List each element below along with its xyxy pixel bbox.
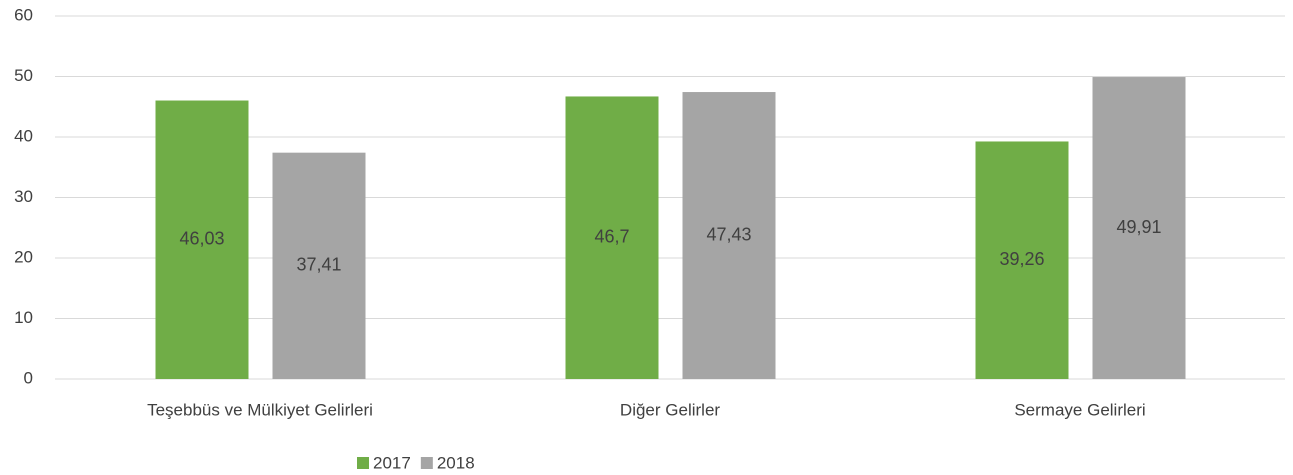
- x-tick-label: Teşebbüs ve Mülkiyet Gelirleri: [147, 400, 373, 419]
- y-tick-label: 60: [14, 5, 33, 24]
- legend-label: 2018: [437, 453, 475, 472]
- y-tick-label: 40: [14, 126, 33, 145]
- y-tick-label: 20: [14, 247, 33, 266]
- bar: [975, 141, 1069, 379]
- bar: [272, 152, 366, 379]
- bar: [682, 92, 776, 380]
- value-label: 39,26: [999, 249, 1044, 269]
- value-label: 49,91: [1116, 217, 1161, 237]
- y-tick-label: 50: [14, 66, 33, 85]
- y-tick-label: 0: [24, 368, 33, 387]
- x-tick-label: Sermaye Gelirleri: [1014, 400, 1145, 419]
- legend-swatch: [420, 457, 433, 469]
- legend-label: 2017: [373, 453, 411, 472]
- value-label: 46,7: [594, 226, 629, 246]
- bar: [155, 100, 249, 380]
- y-tick-label: 10: [14, 308, 33, 327]
- bar: [1092, 77, 1186, 380]
- x-tick-label: Diğer Gelirler: [620, 400, 720, 419]
- value-label: 46,03: [179, 229, 224, 249]
- value-label: 47,43: [706, 224, 751, 244]
- value-label: 37,41: [296, 255, 341, 275]
- bar: [565, 96, 659, 379]
- legend-swatch: [357, 457, 369, 469]
- y-tick-label: 30: [14, 187, 33, 206]
